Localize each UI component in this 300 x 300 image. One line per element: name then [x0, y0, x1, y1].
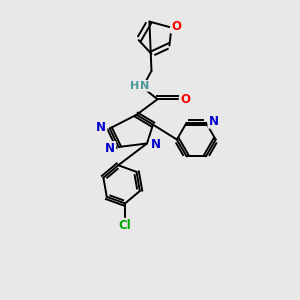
Text: N: N — [208, 115, 218, 128]
Text: N: N — [96, 121, 106, 134]
Text: N: N — [140, 81, 149, 91]
Text: H: H — [130, 81, 139, 91]
Text: N: N — [150, 138, 161, 152]
Text: O: O — [171, 20, 181, 33]
Text: O: O — [180, 93, 190, 106]
Text: Cl: Cl — [118, 219, 131, 232]
Text: N: N — [105, 142, 115, 155]
